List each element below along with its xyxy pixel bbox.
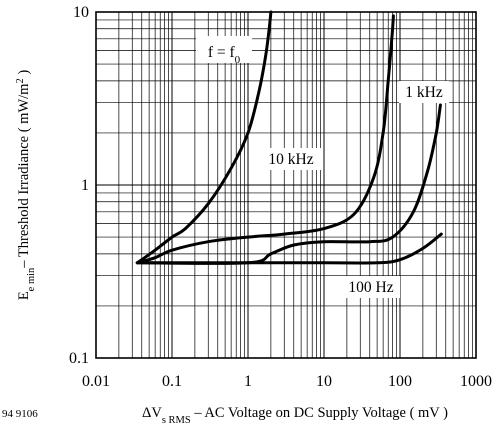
y-axis-label-superscript: 2 [15,78,26,83]
curve-label: f = f0 [208,44,241,66]
curve-label: 1 kHz [405,84,443,101]
chart-curves [135,10,443,265]
y-tick-labels: 0.1 1 10 [69,4,89,367]
plot-frame [95,11,477,359]
curve-label-background [342,276,400,298]
x-tick-label: 1 [244,373,252,390]
x-tick-label: 100 [388,373,412,390]
x-tick-label: 0.1 [162,373,182,390]
curve-label: 10 kHz [268,151,313,168]
curve-label-background [196,36,252,63]
curve-label-background [399,81,449,103]
y-axis-label-subscript: e min [26,267,37,291]
x-tick-labels: 0.01 0.1 1 10 100 1000 [82,373,492,390]
x-axis-label: ΔVs RMS – AC Voltage on DC Supply Voltag… [142,405,448,425]
curve-series-2 [135,103,442,265]
x-axis-label-symbol: ΔV [142,405,162,421]
y-tick-label: 0.1 [69,350,89,367]
y-axis-label: Ee min– Threshold Irradiance ( mW/m2 ) [15,70,37,301]
figure-id: 94 9106 [2,408,38,420]
x-tick-label: 0.01 [82,373,110,390]
curve-label-main: 10 kHz [268,151,313,168]
curve-series-0 [135,10,273,265]
curve-label-main: f = f [208,44,236,61]
x-tick-label: 10 [316,373,332,390]
curve-label: 100 Hz [348,279,393,296]
y-axis-label-close: ) [16,70,32,79]
curve-label-background [260,148,322,170]
y-tick-label: 10 [73,4,89,21]
chart-curve-labels: f = f0 10 kHz 1 kHz 100 Hz [196,36,449,298]
y-axis-label-symbol: E [16,291,32,300]
chart-grid [95,12,476,359]
x-axis-label-subscript: s RMS [162,415,191,425]
curve-series-3 [135,232,443,265]
curve-label-main: 100 Hz [348,279,393,296]
y-axis-label-text: – Threshold Irradiance ( mW/m [16,83,32,269]
x-tick-label: 1000 [460,373,492,390]
curve-label-subscript: 0 [235,54,241,66]
curve-label-main: 1 kHz [405,84,443,101]
curve-series-1 [135,14,395,265]
x-axis-label-text: – AC Voltage on DC Supply Voltage ( mV ) [191,405,448,421]
y-tick-label: 1 [81,177,89,194]
